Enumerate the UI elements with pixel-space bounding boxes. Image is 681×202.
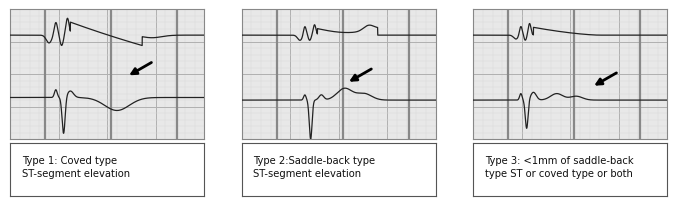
Text: Type 2:Saddle-back type
ST-segment elevation: Type 2:Saddle-back type ST-segment eleva… xyxy=(253,156,375,179)
Text: Type 3: <1mm of saddle-back
type ST or coved type or both: Type 3: <1mm of saddle-back type ST or c… xyxy=(485,156,633,179)
Text: Type 1: Coved type
ST-segment elevation: Type 1: Coved type ST-segment elevation xyxy=(22,156,130,179)
